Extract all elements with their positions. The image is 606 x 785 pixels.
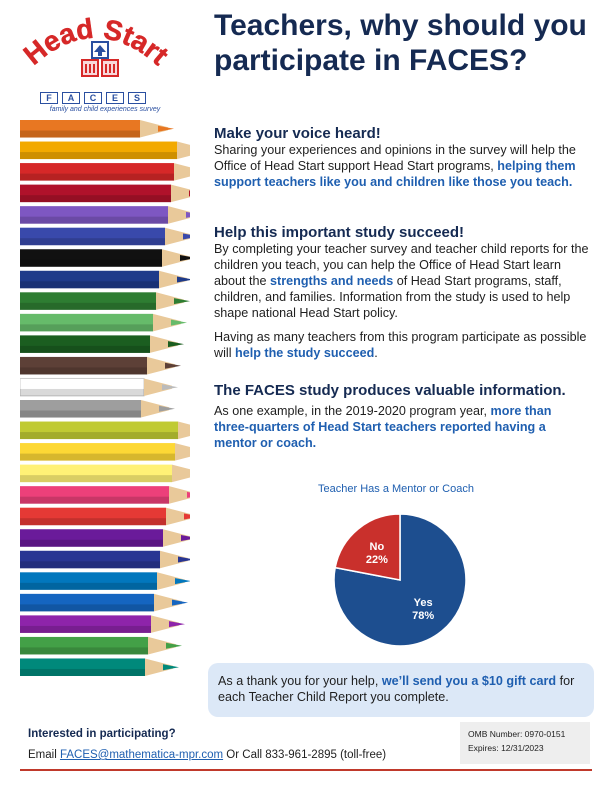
section-voice-highlight: helping them support teachers like you a…: [214, 159, 576, 189]
contact-email-prefix: Email: [28, 749, 60, 761]
gift-card-callout: As a thank you for your help, we’ll send…: [208, 663, 594, 717]
pencil: [20, 313, 187, 332]
colored-pencils-illustration: [20, 120, 190, 676]
contact-info: Interested in participating? Email FACES…: [28, 727, 448, 762]
contact-email-link[interactable]: FACES@mathematica-mpr.com: [59, 749, 224, 761]
chart-title: Teacher Has a Mentor or Coach: [318, 483, 474, 495]
gift-card-highlight: we’ll send you a $10 gift card: [381, 674, 557, 688]
pie-slice-no: [334, 513, 401, 581]
study-p1-text-a: By completing your teacher survey and te…: [214, 242, 589, 288]
pencil: [20, 507, 190, 526]
logo-letter: C: [84, 92, 102, 104]
section-study-paragraph-1: By completing your teacher survey and te…: [214, 241, 589, 321]
pencil: [20, 270, 190, 289]
pencil: [20, 400, 175, 418]
pencil: [20, 184, 190, 203]
contact-phone: Or Call 833-961-2895 (toll-free): [223, 749, 387, 761]
section-voice: Make your voice heard! Sharing your expe…: [214, 125, 589, 190]
section-study-heading: Help this important study succeed!: [214, 224, 465, 241]
logo-letter: S: [128, 92, 146, 104]
section-voice-heading: Make your voice heard!: [214, 125, 381, 142]
pencil: [20, 249, 190, 267]
contact-line: Email FACES@mathematica-mpr.com Or Call …: [28, 748, 448, 762]
omb-number: OMB Number: 0970-0151: [468, 729, 566, 739]
pie-label-no: No: [370, 541, 385, 553]
information-body: As one example, in the 2019-2020 program…: [214, 404, 491, 418]
section-information-heading: The FACES study produces valuable inform…: [214, 382, 566, 399]
section-voice-body: Sharing your experiences and opinions in…: [214, 143, 576, 173]
information-highlight: more than three-quarters of Head Start t…: [214, 404, 552, 450]
pencil: [20, 356, 181, 375]
toy-blocks-icon: [81, 41, 119, 77]
title-block: Teachers, why should you participate in …: [214, 8, 594, 78]
pencil: [20, 615, 185, 633]
study-p2-text-a: Having as many teachers from this progra…: [214, 330, 587, 360]
gift-card-text-b: for each Teacher Child Report you comple…: [218, 674, 575, 704]
pencil: [20, 120, 174, 138]
gift-card-text-a: As a thank you for your help,: [218, 674, 382, 688]
omb-box: OMB Number: 0970-0151 Expires: 12/31/202…: [460, 722, 590, 764]
section-information-text: As one example, in the 2019-2020 program…: [214, 403, 589, 451]
pencil: [20, 163, 190, 181]
study-p2-highlight: help the study succeed: [235, 346, 375, 360]
omb-expires: Expires: 12/31/2023: [468, 743, 544, 753]
pencil: [20, 377, 178, 397]
pie-slice-yes: [333, 513, 467, 647]
pencil: [20, 658, 179, 676]
pie-label-yes: Yes: [414, 597, 433, 609]
pie-value-yes: 78%: [412, 610, 434, 622]
pencil: [20, 550, 190, 569]
logo-letter: F: [40, 92, 58, 104]
section-information: The FACES study produces valuable inform…: [214, 382, 589, 451]
pencil: [20, 292, 190, 310]
study-p1-highlight: strengths and needs: [270, 274, 394, 288]
pencil: [20, 464, 190, 483]
faces-letter-blocks: F A C E S: [40, 92, 160, 104]
pencil: [20, 443, 190, 461]
gift-card-text: As a thank you for your help, we’ll send…: [218, 673, 584, 705]
pencil: [20, 593, 188, 612]
pencil: [20, 529, 190, 547]
pencil: [20, 227, 190, 246]
section-study: Help this important study succeed! By co…: [214, 224, 589, 361]
pencil: [20, 206, 190, 224]
study-p1-text-b: of Head Start programs, staff, children,…: [214, 274, 571, 320]
head-start-logo: Head Start F A C E S family and child ex…: [10, 8, 180, 116]
pie-value-no: 22%: [366, 554, 388, 566]
logo-letter: A: [62, 92, 80, 104]
pencil: [20, 486, 190, 504]
logo-subtitle: family and child experiences survey: [49, 106, 161, 113]
footer-divider: [20, 769, 592, 771]
pencil: [20, 421, 190, 440]
page-title: Teachers, why should you participate in …: [214, 9, 587, 77]
pencil: [20, 141, 190, 160]
section-study-paragraph-2: Having as many teachers from this progra…: [214, 329, 589, 361]
logo-letter: E: [106, 92, 124, 104]
pencil: [20, 636, 182, 655]
pencil: [20, 572, 190, 590]
contact-question: Interested in participating?: [28, 728, 176, 740]
study-p2-text-b: .: [374, 346, 378, 360]
pencil: [20, 335, 184, 353]
section-voice-text: Sharing your experiences and opinions in…: [214, 142, 589, 190]
